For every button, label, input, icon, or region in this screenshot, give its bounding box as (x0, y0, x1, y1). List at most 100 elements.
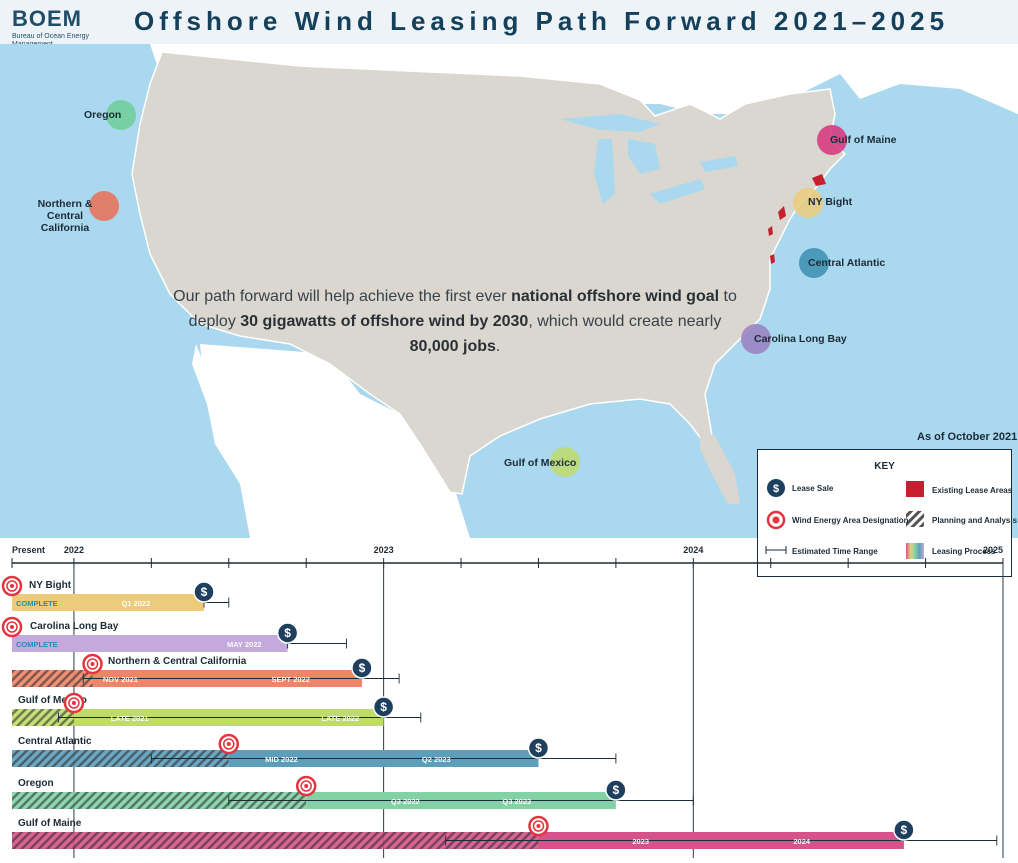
lease-sale-glyph: $ (359, 661, 366, 675)
region-label: Gulf of Mexico (504, 457, 577, 469)
region-ny-bight[interactable]: NY Bight (793, 188, 852, 218)
key-planning: Planning and Analysis (932, 516, 1018, 525)
region-dot (89, 191, 119, 221)
existing-lease-area (812, 174, 826, 186)
lease-sale-glyph: $ (284, 626, 291, 640)
planning-swatch (906, 511, 924, 527)
region-dot (817, 125, 847, 155)
timeline-svg: Present 2022 2023 2024 2025 NY Bight COMPLETE Q… (1, 545, 1004, 858)
goal-highlight: 80,000 jobs (409, 338, 496, 355)
timeline-chart: Present 2022 2023 2024 2025 NY Bight COMPLETE Q… (0, 538, 1018, 858)
axis-year-label: 2025 (983, 545, 1003, 555)
logo-text: BOEM (12, 6, 82, 31)
status-label: COMPLETE (16, 640, 58, 649)
bar-date-label: MID 2022 (265, 755, 298, 764)
lease-sale-icon (893, 819, 915, 841)
key-lease-sale: Lease Sale (792, 484, 834, 493)
lease-sale-icon (276, 622, 299, 644)
wea-target-center (10, 625, 14, 629)
row-label: Gulf of Mexico (18, 695, 87, 706)
lake-ontario (700, 156, 738, 172)
bar-date-label: LATE 2021 (111, 714, 149, 723)
existing-lease-area (770, 254, 775, 264)
axis-year-label: 2024 (683, 545, 703, 555)
region-central-atlantic[interactable]: Central Atlantic (799, 248, 885, 278)
map-key: KEY $ Lease Sale Existing Lease Areas (757, 449, 1017, 577)
region-label: Central Atlantic (808, 257, 886, 269)
axis-year-label: 2022 (64, 545, 84, 555)
region-dot (550, 447, 580, 477)
florida (700, 429, 740, 504)
region-label: Northern & Central California (37, 198, 93, 234)
region-northern-central-california[interactable]: Northern & Central California (38, 191, 119, 234)
lake-michigan (594, 139, 615, 204)
bar-date-label: LATE 2022 (321, 714, 359, 723)
key-leasing-process: Leasing Process (932, 547, 996, 556)
wea-target-center (304, 784, 309, 788)
region-gulf-of-maine[interactable]: Gulf of Maine (817, 125, 897, 155)
lease-sale-icon (527, 737, 550, 759)
goal-text: , which would create nearly (528, 313, 722, 330)
map-graphic (0, 44, 1018, 538)
key-wea-designation: Wind Energy Area Designation (792, 516, 909, 525)
region-oregon[interactable]: Oregon (84, 100, 136, 130)
dollar-icon (767, 479, 785, 497)
leasing-process-bar (12, 635, 288, 652)
goal-text: to deploy (188, 288, 737, 330)
region-label: NY Bight (808, 196, 853, 208)
dollar-icon-glyph: $ (773, 483, 779, 495)
page-title: Offshore Wind Leasing Path Forward 2021–… (134, 6, 950, 36)
existing-lease-area (778, 206, 786, 220)
region-label: Carolina Long Bay (754, 333, 847, 345)
bar-date-label: Q2 2023 (422, 755, 451, 764)
as-of-date: As of October 2021 (917, 431, 1018, 443)
lake-erie (650, 179, 705, 204)
lease-sale-glyph: $ (613, 783, 620, 797)
bar-date-label: Q1 2022 (121, 599, 150, 608)
key-existing-lease: Existing Lease Areas (932, 486, 1013, 495)
key-symbols: $ (765, 479, 924, 559)
lease-sale-icon (351, 657, 373, 679)
goal-text: . (495, 338, 501, 355)
boem-logo: BOEM Bureau of Ocean Energy Management (12, 6, 92, 49)
leasing-process-bar (12, 594, 205, 611)
row-label: NY Bight (29, 580, 72, 591)
baja-peninsula (192, 344, 240, 474)
mexico-landmass (200, 344, 470, 538)
goal-statement: Our path forward will help achieve the f… (170, 284, 740, 359)
goal-highlight: 30 gigawatts of offshore wind by 2030 (240, 313, 529, 330)
axis-year-label: 2023 (374, 545, 394, 555)
wea-target-center (90, 662, 95, 666)
key-time-range: Estimated Time Range (792, 547, 878, 556)
region-gulf-of-mexico[interactable]: Gulf of Mexico (504, 447, 580, 477)
us-landmass (131, 51, 847, 495)
lease-sale-icon (193, 581, 215, 603)
lease-sale-glyph: $ (201, 585, 208, 599)
axis-label-present: Present (12, 545, 45, 555)
bar-date-label: MAY 2022 (227, 640, 262, 649)
bar-date-label: NOV 2021 (103, 675, 138, 684)
bar-date-label: SEPT 2022 (272, 675, 310, 684)
status-label: COMPLETE (16, 599, 58, 608)
lease-sale-glyph: $ (901, 823, 908, 837)
goal-text: Our path forward will help achieve the f… (173, 288, 512, 305)
region-carolina-long-bay[interactable]: Carolina Long Bay (741, 324, 847, 354)
region-dot (799, 248, 829, 278)
planning-hatch (12, 670, 93, 687)
planning-hatch (12, 792, 307, 809)
row-label: Central Atlantic (18, 736, 92, 747)
region-label: Gulf of Maine (830, 134, 897, 146)
wea-target-center (226, 742, 231, 746)
bar-date-label: Q3 2023 (502, 797, 531, 806)
canada-landmass (150, 44, 1018, 114)
wea-target-center (536, 824, 541, 828)
existing-lease-area (768, 226, 773, 236)
key-title: KEY (874, 461, 895, 472)
leasing-process-swatch (906, 543, 924, 559)
wea-target-center (10, 584, 14, 588)
row-label: Northern & Central California (108, 656, 247, 667)
bar-date-label: 2024 (793, 837, 811, 846)
wea-target-center (71, 701, 76, 705)
lease-sale-glyph: $ (535, 741, 542, 755)
goal-highlight: national offshore wind goal (511, 288, 720, 305)
